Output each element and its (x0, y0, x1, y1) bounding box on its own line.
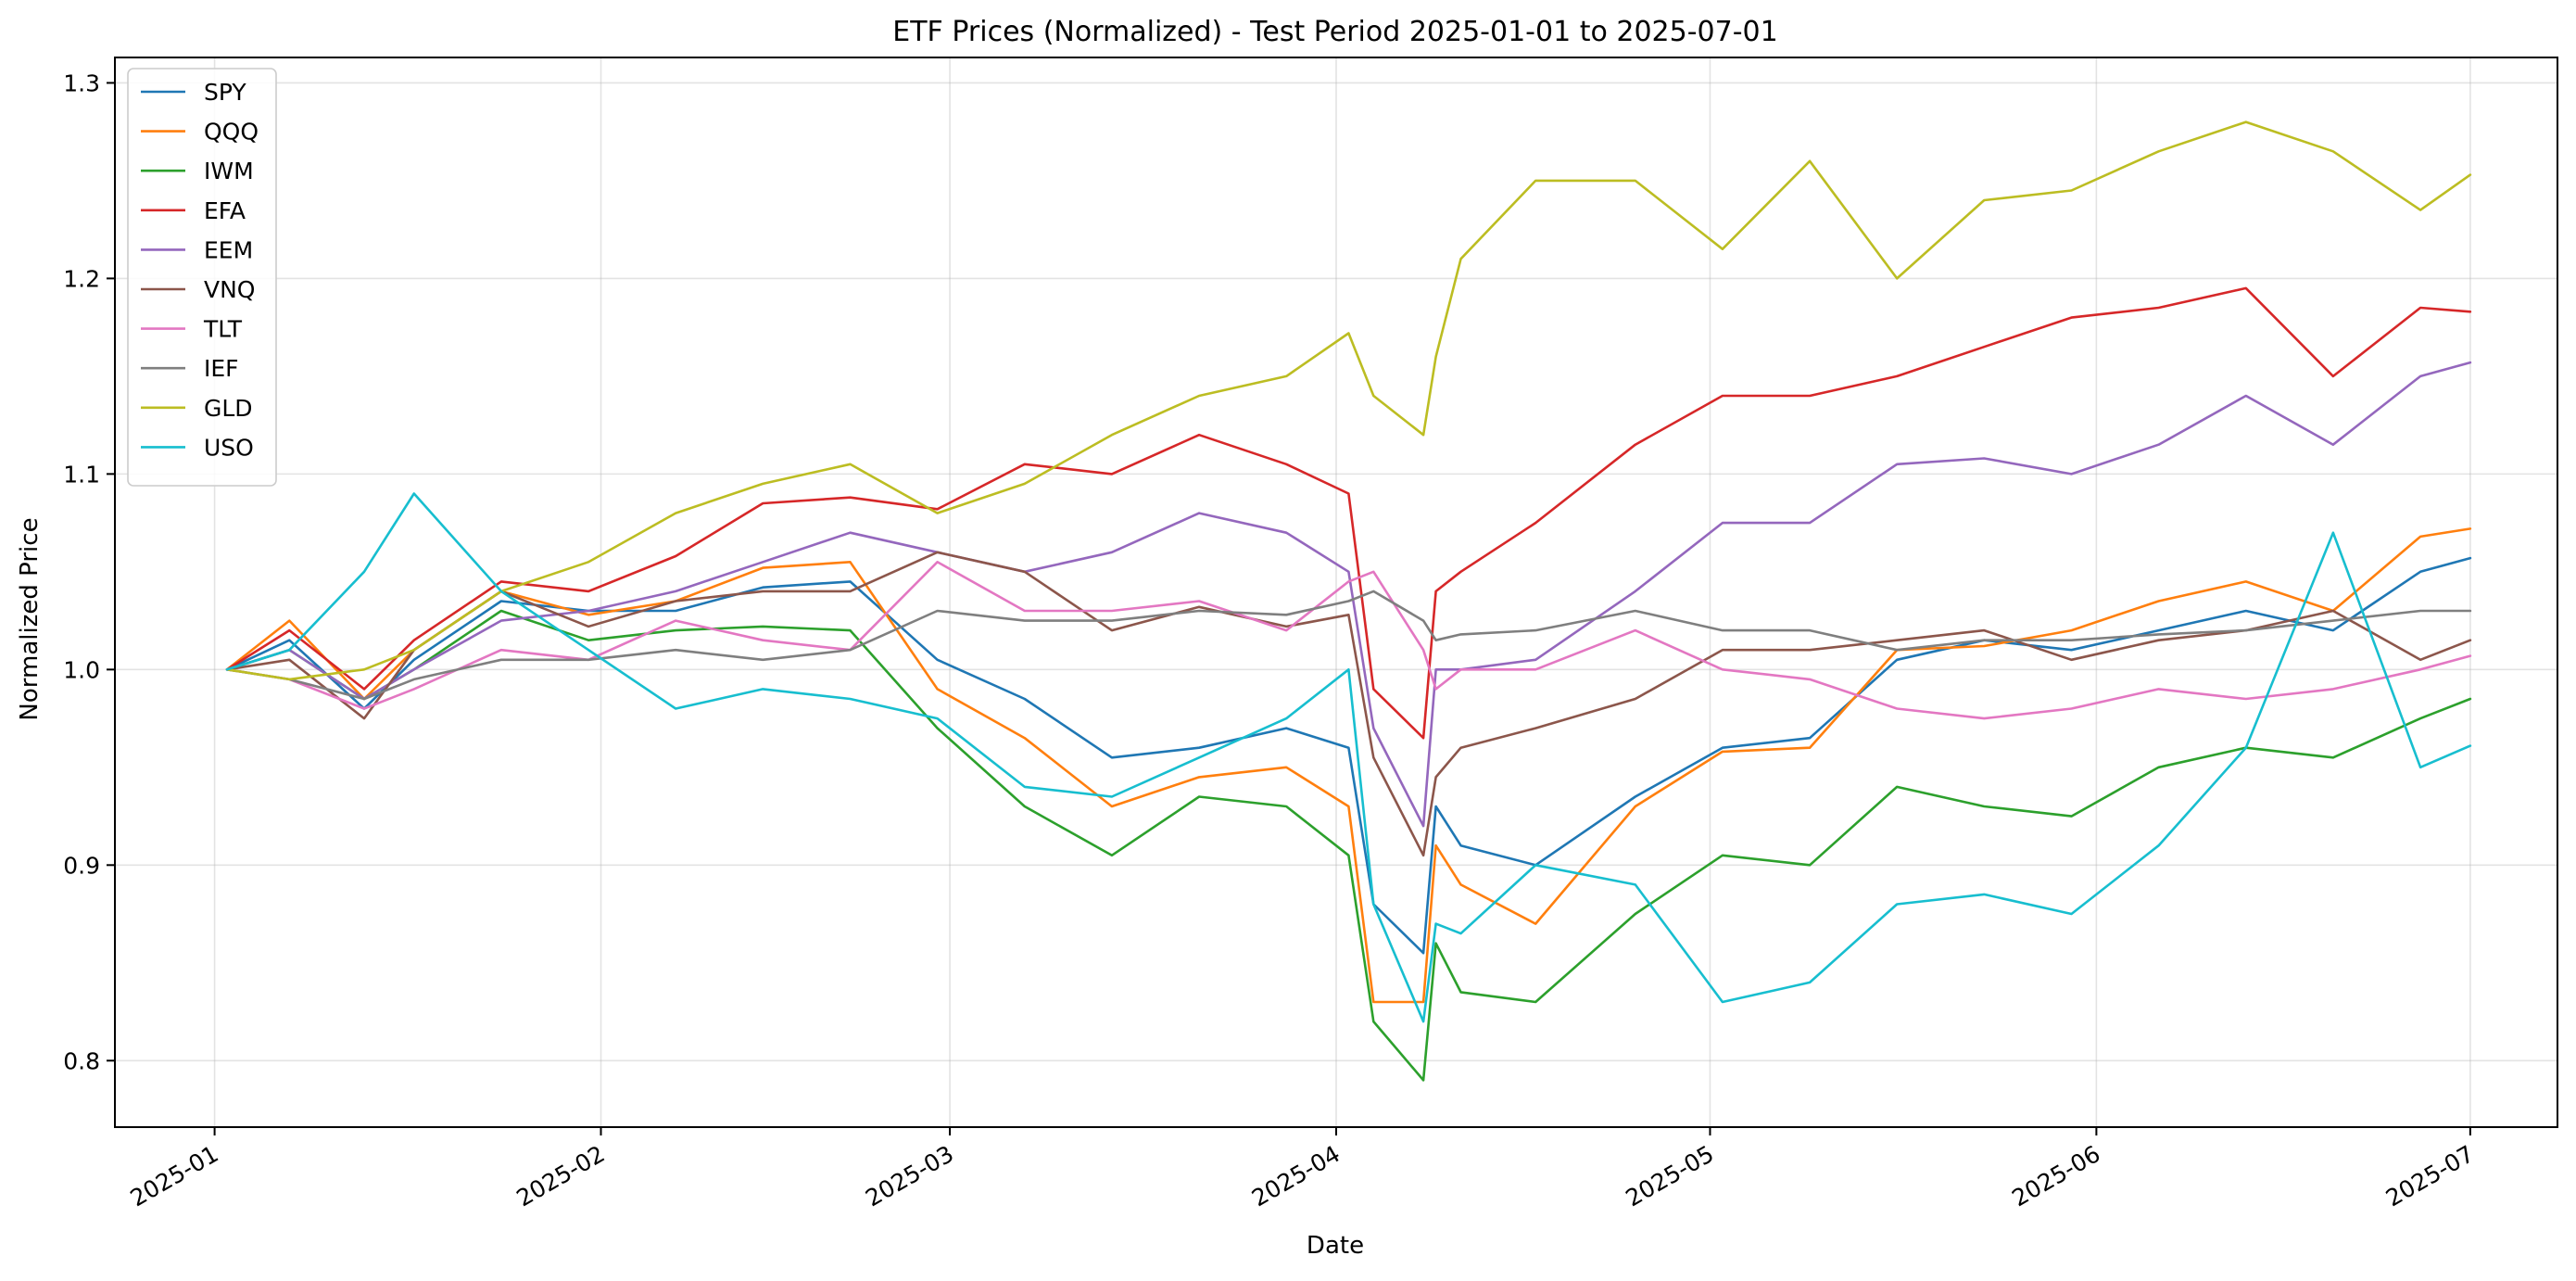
legend-item-gld: GLD (141, 395, 253, 422)
series-line-efa (225, 286, 2472, 740)
series-line-vnq (225, 551, 2472, 857)
legend-item-vnq: VNQ (141, 276, 255, 303)
y-tick-label: 0.9 (63, 852, 100, 879)
series-line-iwm (225, 609, 2472, 1082)
legend-item-efa: EFA (141, 197, 246, 224)
legend: SPY QQQ IWM EFA EEM VNQ TLT IEF GLD USO (127, 68, 277, 487)
legend-item-ief: IEF (141, 355, 239, 382)
y-tick-label: 1.1 (63, 461, 100, 488)
legend-label: USO (204, 434, 254, 461)
legend-label: GLD (204, 395, 253, 422)
y-tick-label: 0.8 (63, 1047, 100, 1074)
series-line-eem (225, 361, 2472, 828)
series-line-uso (225, 492, 2472, 1023)
y-tick-label: 1.3 (63, 70, 100, 96)
series-line-gld (225, 120, 2472, 681)
grid-lines (115, 57, 2557, 1127)
legend-item-eem: EEM (141, 236, 253, 263)
chart-title: ETF Prices (Normalized) - Test Period 20… (892, 16, 1777, 48)
y-tick-label: 1.2 (63, 265, 100, 292)
legend-item-uso: USO (141, 434, 254, 461)
legend-label: VNQ (204, 276, 255, 303)
legend-item-iwm: IWM (141, 158, 254, 184)
legend-label: QQQ (204, 119, 259, 146)
series-layer (225, 120, 2472, 1082)
y-tick-label: 1.0 (63, 656, 100, 683)
legend-label: EFA (204, 197, 246, 224)
legend-item-spy: SPY (141, 79, 246, 106)
legend-label: IWM (204, 158, 254, 184)
x-axis-label: Date (1307, 1232, 1364, 1260)
series-line-ief (225, 590, 2472, 701)
legend-item-qqq: QQQ (141, 119, 259, 146)
y-axis-ticks: 0.8 0.9 1.0 1.1 1.2 1.3 (63, 70, 115, 1074)
legend-label: EEM (204, 236, 253, 263)
series-line-qqq (225, 527, 2472, 1004)
legend-item-tlt: TLT (141, 316, 243, 343)
legend-label: SPY (204, 79, 246, 106)
legend-label: IEF (204, 355, 239, 382)
y-axis-label: Normalized Price (16, 517, 44, 720)
legend-label: TLT (203, 316, 243, 343)
legend-box (127, 68, 277, 487)
